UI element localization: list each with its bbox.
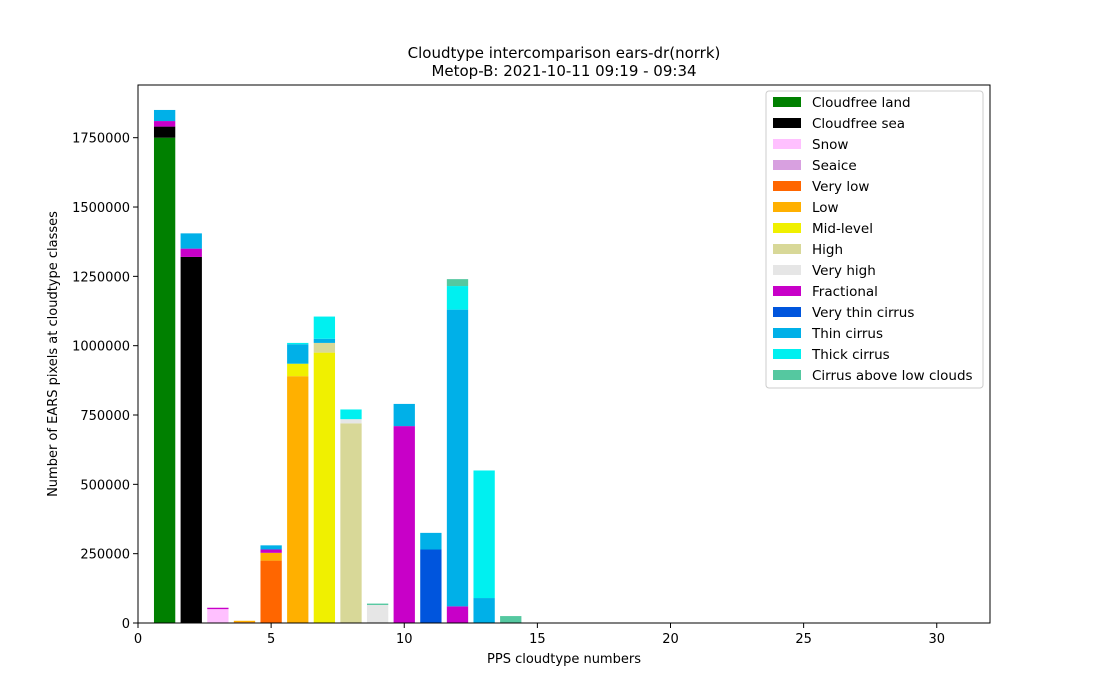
y-axis-label: Number of EARS pixels at cloudtype class… <box>46 211 61 497</box>
bar-segment <box>260 549 282 553</box>
bar-segment <box>207 609 229 623</box>
y-tick-label: 500000 <box>80 478 130 493</box>
bar-segment <box>287 342 309 345</box>
bar-segment <box>393 426 415 623</box>
bar-segment <box>366 604 389 623</box>
legend-label: Thin cirrus <box>811 326 883 342</box>
legend-swatch <box>773 118 801 128</box>
x-tick-label: 30 <box>928 632 945 647</box>
plot-frame <box>137 84 991 624</box>
bar-segment <box>180 233 202 249</box>
bar-segment <box>313 316 336 339</box>
x-tick-label: 25 <box>795 632 812 647</box>
x-tick-label: 15 <box>529 632 546 647</box>
legend-swatch <box>773 328 801 338</box>
bar-segment <box>473 598 495 623</box>
bar-segment <box>180 256 202 623</box>
bar-segment <box>153 109 176 122</box>
bar-segment <box>446 606 469 623</box>
bar-segment <box>446 309 469 607</box>
legend-swatch <box>773 370 801 380</box>
bar-segment <box>313 342 336 353</box>
bar-segment <box>473 470 495 599</box>
bar-segment <box>207 607 229 610</box>
y-tick-label: 1250000 <box>72 270 130 285</box>
legend-label: Mid-level <box>812 221 873 237</box>
legend-label: Very thin cirrus <box>812 305 914 321</box>
y-tick-label: 250000 <box>80 548 130 563</box>
bar-segment <box>313 338 336 343</box>
legend-swatch <box>773 223 801 233</box>
legend-swatch <box>773 97 801 107</box>
bar-segment <box>287 376 309 623</box>
bar-segment <box>260 560 282 623</box>
x-axis-label: PPS cloudtype numbers <box>487 652 641 667</box>
legend-label: Seaice <box>812 158 857 174</box>
x-axis: 0 5 10 15 20 25 30 <box>134 623 945 647</box>
legend-label: Very high <box>812 263 876 279</box>
bar-segment <box>340 423 362 623</box>
bar-segment <box>180 248 202 257</box>
bar-segment <box>313 352 336 623</box>
chart-title: Cloudtype intercomparison ears-dr(norrk) <box>408 44 721 62</box>
bar-segment <box>500 616 522 623</box>
y-tick-label: 1750000 <box>72 132 130 147</box>
legend-swatch <box>773 265 801 275</box>
legend-label: Low <box>812 200 839 216</box>
bar-segment <box>153 137 176 623</box>
chart-subtitle: Metop-B: 2021-10-11 09:19 - 09:34 <box>431 62 696 80</box>
legend-label: Thick cirrus <box>811 347 890 363</box>
bar-segment <box>446 279 469 287</box>
legend-label: Cirrus above low clouds <box>812 368 973 384</box>
bar-segment <box>420 532 442 550</box>
bar-segment <box>260 545 282 550</box>
legend-swatch <box>773 286 801 296</box>
x-tick-label: 10 <box>396 632 413 647</box>
legend-swatch <box>773 160 801 170</box>
legend-label: Snow <box>812 137 848 153</box>
y-axis: 0 250000 500000 750000 1000000 1250000 1500000… <box>72 132 138 632</box>
bar-segment <box>393 403 415 427</box>
bar-segment <box>287 363 309 377</box>
legend-swatch <box>773 202 801 212</box>
legend-label: Very low <box>812 179 869 195</box>
x-tick-label: 5 <box>267 632 275 647</box>
x-tick-label: 0 <box>134 632 142 647</box>
legend-label: Cloudfree sea <box>812 116 905 132</box>
legend-swatch <box>773 349 801 359</box>
legend-swatch <box>773 307 801 317</box>
legend-swatch <box>773 244 801 254</box>
legend-label: Fractional <box>812 284 878 300</box>
x-tick-label: 20 <box>662 632 679 647</box>
legend-label: Cloudfree land <box>812 95 911 111</box>
bar-segment <box>260 552 282 561</box>
bars-group <box>153 109 522 623</box>
bar-segment <box>366 603 389 605</box>
legend: Cloudfree land Cloudfree sea Snow Seaice Ver… <box>765 90 984 389</box>
y-tick-label: 0 <box>122 617 130 632</box>
legend-frame <box>765 90 984 389</box>
y-tick-label: 1000000 <box>72 340 130 355</box>
legend-label: High <box>812 242 843 258</box>
bar-segment <box>446 286 469 310</box>
bar-segment <box>233 620 256 623</box>
bar-segment <box>153 121 176 127</box>
legend-swatch <box>773 181 801 191</box>
y-tick-label: 1500000 <box>72 201 130 216</box>
bar-segment <box>153 126 176 138</box>
bar-segment <box>340 419 362 424</box>
bar-segment <box>340 409 362 420</box>
legend-swatch <box>773 139 801 149</box>
bar-segment <box>420 549 442 623</box>
y-tick-label: 750000 <box>80 409 130 424</box>
bar-segment <box>287 344 309 364</box>
